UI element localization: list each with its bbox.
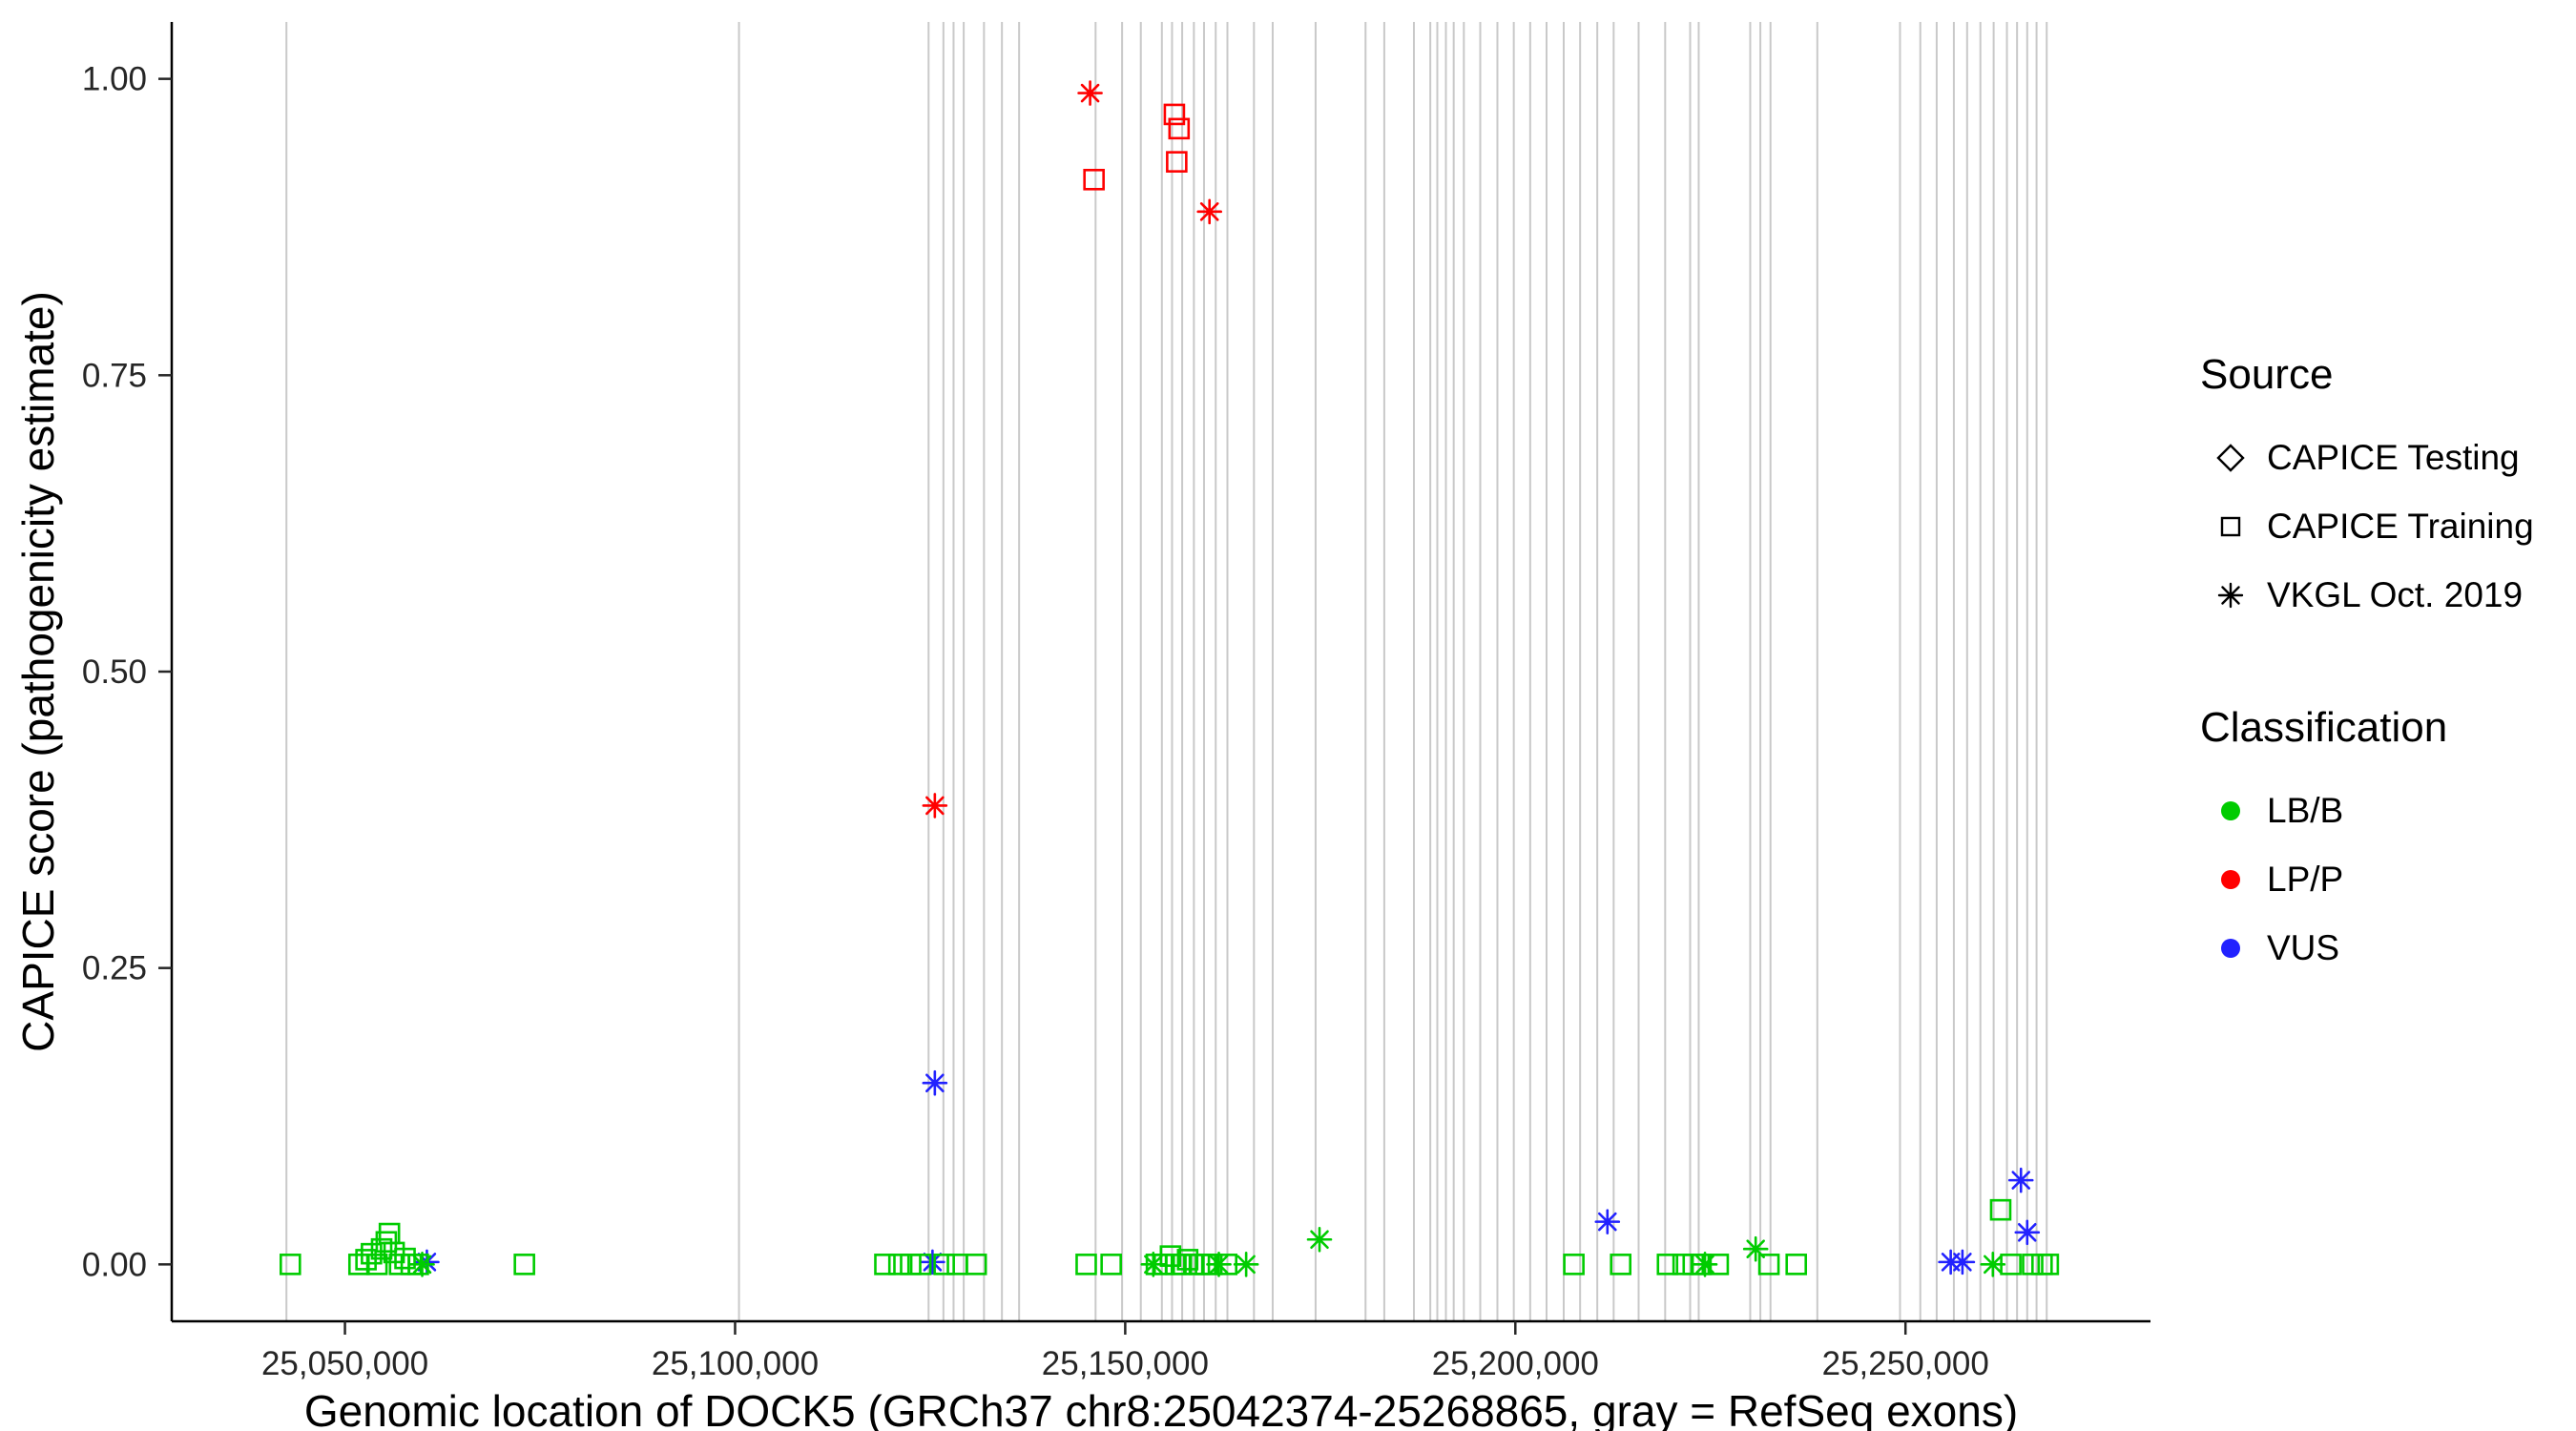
data-point-square xyxy=(365,1254,388,1275)
data-point-square xyxy=(1610,1254,1631,1275)
data-point-square xyxy=(965,1254,987,1275)
data-point-square xyxy=(1757,1254,1780,1275)
data-point-square xyxy=(2037,1254,2060,1275)
y-tick-label: 0.75 xyxy=(82,357,147,394)
y-tick-label: 1.00 xyxy=(82,61,147,98)
data-point-square xyxy=(1100,1254,1122,1275)
data-point-square xyxy=(1188,1254,1211,1275)
data-point-square xyxy=(513,1254,535,1275)
legend-classification-title: Classification xyxy=(2200,704,2448,751)
blue-dot-icon xyxy=(2210,927,2252,969)
legend-source-title: Source xyxy=(2200,351,2334,398)
legend-item-capice-testing: CAPICE Testing xyxy=(2200,424,2534,492)
legend-source-label: VKGL Oct. 2019 xyxy=(2267,575,2524,614)
data-point-square xyxy=(887,1254,910,1275)
data-point-square xyxy=(1083,168,1105,191)
data-point-square xyxy=(280,1254,301,1275)
x-tick-label: 25,100,000 xyxy=(652,1345,819,1382)
data-point-asterisk xyxy=(1206,1252,1232,1277)
data-point-asterisk xyxy=(1742,1235,1769,1262)
data-point-square xyxy=(1656,1254,1679,1275)
legend-item-capice-training: CAPICE Training xyxy=(2200,492,2534,561)
data-point-asterisk xyxy=(1949,1249,1976,1275)
x-axis-title: Genomic location of DOCK5 (GRCh37 chr8:2… xyxy=(303,1386,2019,1431)
legend-source-label: CAPICE Testing xyxy=(2267,438,2520,477)
data-point-asterisk xyxy=(1980,1252,2006,1277)
legend-class-label: VUS xyxy=(2267,928,2340,967)
data-point-asterisk xyxy=(920,1249,945,1275)
diamond-icon xyxy=(2210,437,2252,479)
data-point-square xyxy=(388,1254,411,1275)
y-tick-label: 0.00 xyxy=(82,1246,147,1283)
data-point-square xyxy=(874,1254,896,1275)
legend-class-label: LB/B xyxy=(2267,791,2344,830)
y-axis-title: CAPICE score (pathogenicity estimate) xyxy=(13,291,63,1052)
data-point-asterisk xyxy=(922,1069,948,1096)
data-point-square xyxy=(2000,1254,2022,1275)
data-point-square xyxy=(383,1241,405,1264)
data-point-asterisk xyxy=(1594,1209,1621,1234)
x-tick-label: 25,150,000 xyxy=(1042,1345,1209,1382)
data-point-asterisk xyxy=(1233,1252,1259,1277)
data-point-square xyxy=(1785,1254,1808,1275)
data-point-square xyxy=(1166,151,1188,173)
y-tick-label: 0.50 xyxy=(82,653,147,691)
y-tick-label: 0.25 xyxy=(82,950,147,987)
asterisk-icon xyxy=(2210,574,2252,616)
legend-gap xyxy=(2200,630,2534,704)
data-point-square xyxy=(909,1254,932,1275)
legend-source-label: CAPICE Training xyxy=(2267,507,2534,546)
legend-item-lbb: LB/B xyxy=(2200,777,2534,845)
data-point-square xyxy=(1153,1254,1175,1275)
legend-item-vus: VUS xyxy=(2200,914,2534,983)
legend-class-label: LP/P xyxy=(2267,860,2344,899)
data-point-asterisk xyxy=(1196,198,1223,225)
data-point-asterisk xyxy=(1077,80,1103,106)
data-point-asterisk xyxy=(1692,1252,1718,1277)
legend-item-vkgl: VKGL Oct. 2019 xyxy=(2200,561,2534,630)
square-icon xyxy=(2210,506,2252,548)
data-point-asterisk xyxy=(922,793,948,819)
red-dot-icon xyxy=(2210,859,2252,901)
data-point-square xyxy=(1163,103,1186,126)
data-point-asterisk xyxy=(409,1252,435,1277)
data-point-square xyxy=(1707,1254,1730,1275)
legend: Source CAPICE Testing CAPICE Training xyxy=(2200,351,2534,983)
data-point-square xyxy=(1168,117,1191,140)
green-dot-icon xyxy=(2210,790,2252,832)
data-point-square xyxy=(1159,1245,1182,1267)
data-point-asterisk xyxy=(2007,1167,2034,1193)
data-point-square xyxy=(1563,1254,1585,1275)
data-point-asterisk xyxy=(1140,1252,1167,1277)
x-tick-label: 25,250,000 xyxy=(1822,1345,1989,1382)
data-point-square xyxy=(1989,1198,2012,1221)
x-tick-label: 25,050,000 xyxy=(261,1345,428,1382)
data-point-asterisk xyxy=(1306,1226,1333,1253)
data-point-square xyxy=(1075,1254,1097,1275)
x-tick-label: 25,200,000 xyxy=(1432,1345,1599,1382)
data-point-asterisk xyxy=(2014,1219,2041,1246)
data-point-square xyxy=(933,1254,955,1275)
data-point-square xyxy=(370,1237,393,1260)
legend-item-lpp: LP/P xyxy=(2200,845,2534,914)
